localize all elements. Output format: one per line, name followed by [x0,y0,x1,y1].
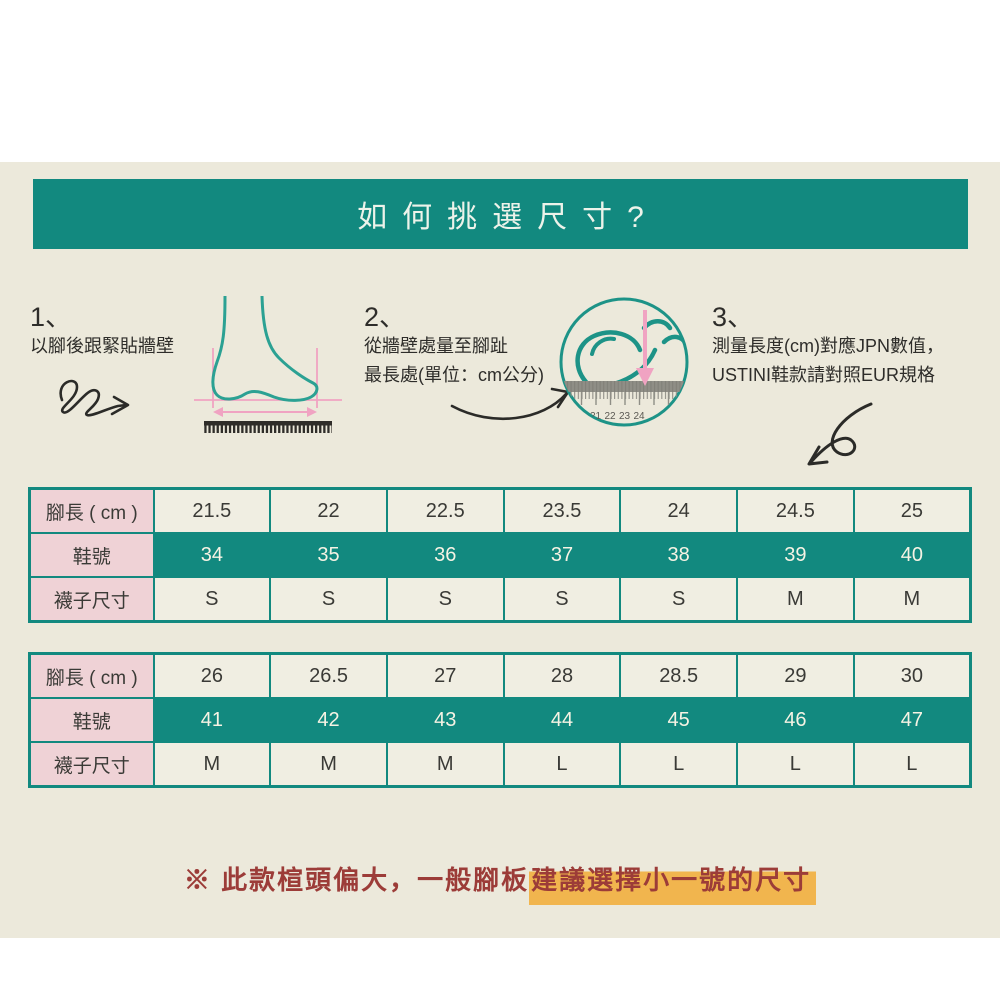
sock-size-value: S [385,576,505,623]
sock-size-value: S [152,576,272,623]
note-text: 此款楦頭偏大，一般腳板 [221,865,530,895]
foot-length-value: 24 [619,487,739,534]
shoe-size-value: 42 [269,697,388,743]
step-1: 1、 以腳後跟緊貼牆壁 [30,302,174,361]
ruler-number-23: 23 [619,411,631,422]
sock-size-value: M [269,741,388,788]
foot-length-row: 腳長 ( cm ) 21.5 22 22.5 23.5 24 24.5 25 [28,487,972,534]
shoe-size-value: 36 [385,532,505,578]
sock-size-row: 襪子尺寸 S S S S S M M [28,576,972,623]
shoe-size-row: 鞋號 41 42 43 44 45 46 47 [28,697,972,743]
row-label-shoe-size: 鞋號 [28,532,155,578]
step-1-number: 1、 [30,302,73,332]
shoe-size-value: 43 [385,697,505,743]
step-2-text-line2: 最長處(單位：cm公分) [364,365,544,385]
shoe-size-value: 40 [852,532,972,578]
sock-size-row: 襪子尺寸 M M M L L L L [28,741,972,788]
foot-length-value: 21.5 [152,487,272,534]
foot-length-value: 22 [269,487,388,534]
title-banner: 如何挑選尺寸? [33,179,968,249]
step-3-text-line1: 測量長度(cm)對應JPN數值， [712,336,944,356]
sock-size-value: L [852,741,972,788]
step-3-number: 3、 [712,302,755,332]
step-3-text-line2: USTINI鞋款請對照EUR規格 [712,365,936,385]
shoe-size-value: 45 [619,697,739,743]
step-3: 3、 測量長度(cm)對應JPN數值， USTINI鞋款請對照EUR規格 [712,302,944,390]
step-2: 2、 從牆壁處量至腳趾 最長處(單位：cm公分) [364,302,544,390]
squiggle-arrow-icon [59,379,130,417]
ruler-magnifier-illustration: 20 21 22 23 24 [559,297,689,427]
shoe-size-value: 37 [502,532,622,578]
foot-length-value: 27 [385,652,505,699]
shoe-size-value: 34 [152,532,272,578]
foot-length-value: 23.5 [502,487,622,534]
row-label-shoe-size: 鞋號 [28,697,155,743]
size-table-large: 腳長 ( cm ) 26 26.5 27 28 28.5 29 30 鞋號 41… [28,652,972,788]
step-2-number: 2、 [364,302,407,332]
sock-size-value: S [269,576,388,623]
shoe-size-value: 41 [152,697,272,743]
foot-length-row: 腳長 ( cm ) 26 26.5 27 28 28.5 29 30 [28,652,972,699]
ruler-number-24: 24 [633,411,645,422]
row-label-foot-length: 腳長 ( cm ) [28,487,155,534]
sock-size-value: M [385,741,505,788]
foot-length-value: 25 [852,487,972,534]
ruler-number-21: 21 [590,411,602,422]
foot-length-value: 26.5 [269,652,388,699]
foot-length-value: 28.5 [619,652,739,699]
note-highlighted-text: 建議選擇小一號的尺寸 [529,865,817,905]
shoe-size-value: 39 [736,532,855,578]
size-guide-panel: 如何挑選尺寸? 1、 以腳後跟緊貼牆壁 [0,162,1000,938]
foot-measure-illustration [194,296,342,433]
shoe-size-value: 47 [852,697,972,743]
sock-size-value: S [502,576,622,623]
foot-length-value: 24.5 [736,487,855,534]
foot-length-value: 22.5 [385,487,505,534]
shoe-size-value: 44 [502,697,622,743]
sizing-note: ※ 此款楦頭偏大，一般腳板建議選擇小一號的尺寸 [0,860,1000,905]
row-label-foot-length: 腳長 ( cm ) [28,652,155,699]
sock-size-value: S [619,576,739,623]
sock-size-value: L [619,741,739,788]
shoe-size-value: 46 [736,697,855,743]
foot-length-value: 26 [152,652,272,699]
sock-size-value: L [736,741,855,788]
shoe-size-value: 35 [269,532,388,578]
sock-size-value: M [152,741,272,788]
step-1-text: 以腳後跟緊貼牆壁 [30,336,174,356]
sock-size-value: M [736,576,855,623]
sock-size-value: M [852,576,972,623]
note-marker: ※ [183,865,222,895]
shoe-size-value: 38 [619,532,739,578]
foot-length-value: 29 [736,652,855,699]
sock-size-value: L [502,741,622,788]
foot-length-value: 30 [852,652,972,699]
row-label-sock-size: 襪子尺寸 [28,576,155,623]
page-title: 如何挑選尺寸? [357,201,659,234]
hook-arrow-icon [807,402,873,466]
row-label-sock-size: 襪子尺寸 [28,741,155,788]
size-table-small: 腳長 ( cm ) 21.5 22 22.5 23.5 24 24.5 25 鞋… [28,487,972,623]
shoe-size-row: 鞋號 34 35 36 37 38 39 40 [28,532,972,578]
foot-length-value: 28 [502,652,622,699]
ruler-number-22: 22 [604,411,616,422]
step-2-text-line1: 從牆壁處量至腳趾 [364,336,508,356]
